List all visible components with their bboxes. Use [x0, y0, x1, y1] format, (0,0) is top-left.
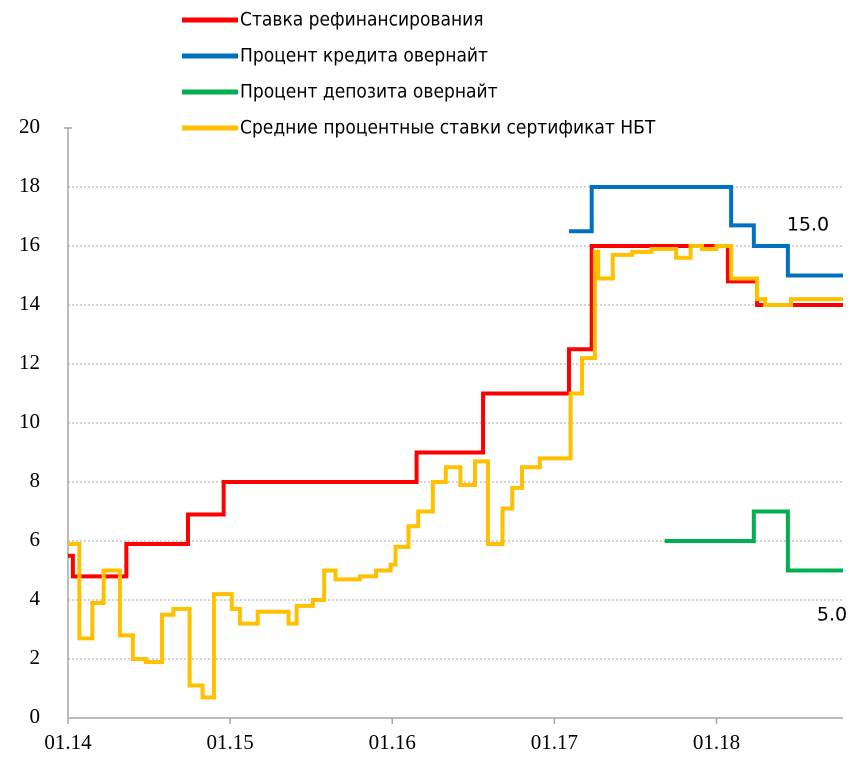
annotation: 15.0 — [787, 214, 829, 236]
series-line — [68, 244, 843, 579]
series-line — [568, 185, 843, 278]
x-tick-label: 01.15 — [207, 730, 254, 754]
x-tick-label: 01.17 — [531, 730, 578, 754]
y-tick-label: 16 — [19, 232, 40, 256]
x-tick-label: 01.18 — [693, 730, 740, 754]
y-tick-label: 14 — [19, 291, 41, 315]
legend-label: Процент депозита овернайт — [240, 81, 498, 103]
x-tick-label: 01.16 — [369, 730, 416, 754]
y-tick-label: 12 — [19, 350, 40, 374]
legend-label: Ставка рефинансирования — [240, 9, 484, 31]
y-tick-label: 4 — [30, 586, 41, 610]
y-tick-label: 2 — [30, 645, 41, 669]
series-line — [664, 509, 843, 573]
annotation: 5.0 — [817, 604, 847, 626]
y-tick-label: 6 — [30, 527, 41, 551]
y-tick-label: 8 — [30, 468, 41, 492]
y-tick-label: 10 — [19, 409, 40, 433]
y-tick-label: 20 — [19, 114, 40, 138]
x-tick-label: 01.14 — [44, 730, 92, 754]
legend-label: Процент кредита овернайт — [240, 45, 488, 67]
legend-label: Средние процентные ставки сертификат НБТ — [240, 117, 656, 139]
y-tick-label: 18 — [19, 173, 40, 197]
y-tick-label: 0 — [30, 704, 41, 728]
series-line — [68, 244, 843, 700]
